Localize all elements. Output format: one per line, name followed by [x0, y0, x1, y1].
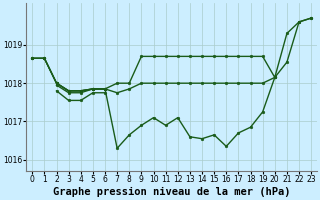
- X-axis label: Graphe pression niveau de la mer (hPa): Graphe pression niveau de la mer (hPa): [53, 187, 291, 197]
